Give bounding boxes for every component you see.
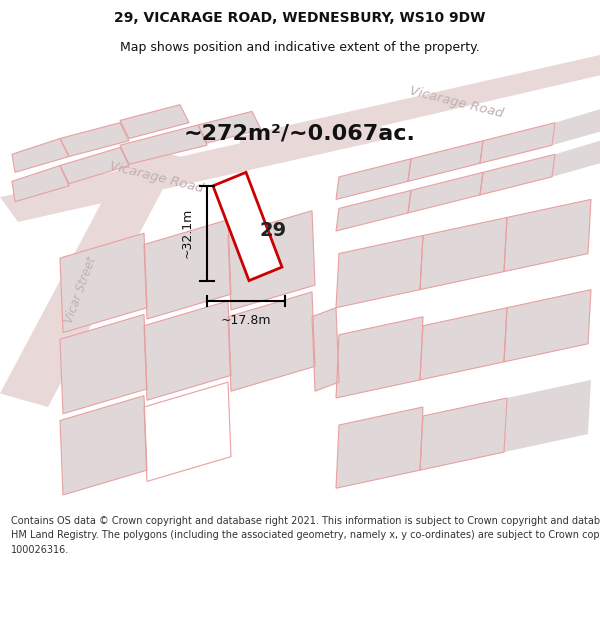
Polygon shape [60,396,147,495]
Polygon shape [408,173,483,213]
Polygon shape [198,111,261,143]
Polygon shape [336,159,411,199]
Polygon shape [312,308,339,391]
Polygon shape [213,173,282,281]
Text: 29, VICARAGE ROAD, WEDNESBURY, WS10 9DW: 29, VICARAGE ROAD, WEDNESBURY, WS10 9DW [115,11,485,25]
Polygon shape [120,125,207,164]
Text: Contains OS data © Crown copyright and database right 2021. This information is : Contains OS data © Crown copyright and d… [11,516,600,554]
Polygon shape [0,114,390,222]
Polygon shape [120,104,189,139]
Text: ~272m²/~0.067ac.: ~272m²/~0.067ac. [184,124,416,144]
Polygon shape [336,191,411,231]
Polygon shape [504,199,591,272]
Text: Vicar Street: Vicar Street [63,254,99,324]
Polygon shape [240,55,600,159]
Text: ~32.1m: ~32.1m [181,208,194,258]
Polygon shape [60,122,129,156]
Polygon shape [336,236,423,308]
Polygon shape [336,407,423,488]
Text: ~17.8m: ~17.8m [221,314,271,328]
Polygon shape [144,301,231,400]
Polygon shape [60,233,147,332]
Polygon shape [12,139,69,172]
Text: Vicarage Road: Vicarage Road [107,160,205,196]
Polygon shape [228,292,315,391]
Text: 29: 29 [259,221,287,241]
Polygon shape [228,211,315,310]
Polygon shape [12,166,69,202]
Text: Map shows position and indicative extent of the property.: Map shows position and indicative extent… [120,41,480,54]
Polygon shape [420,308,507,380]
Polygon shape [504,289,591,362]
Text: Vicarage Road: Vicarage Road [407,84,505,121]
Polygon shape [408,141,483,181]
Polygon shape [60,314,147,414]
Polygon shape [420,217,507,289]
Polygon shape [60,148,129,184]
Polygon shape [552,141,600,177]
Polygon shape [336,317,423,398]
Polygon shape [420,398,507,470]
Polygon shape [480,154,555,195]
Polygon shape [480,122,555,163]
Polygon shape [552,109,600,145]
Polygon shape [0,145,180,407]
Polygon shape [144,220,231,319]
Polygon shape [504,380,591,452]
